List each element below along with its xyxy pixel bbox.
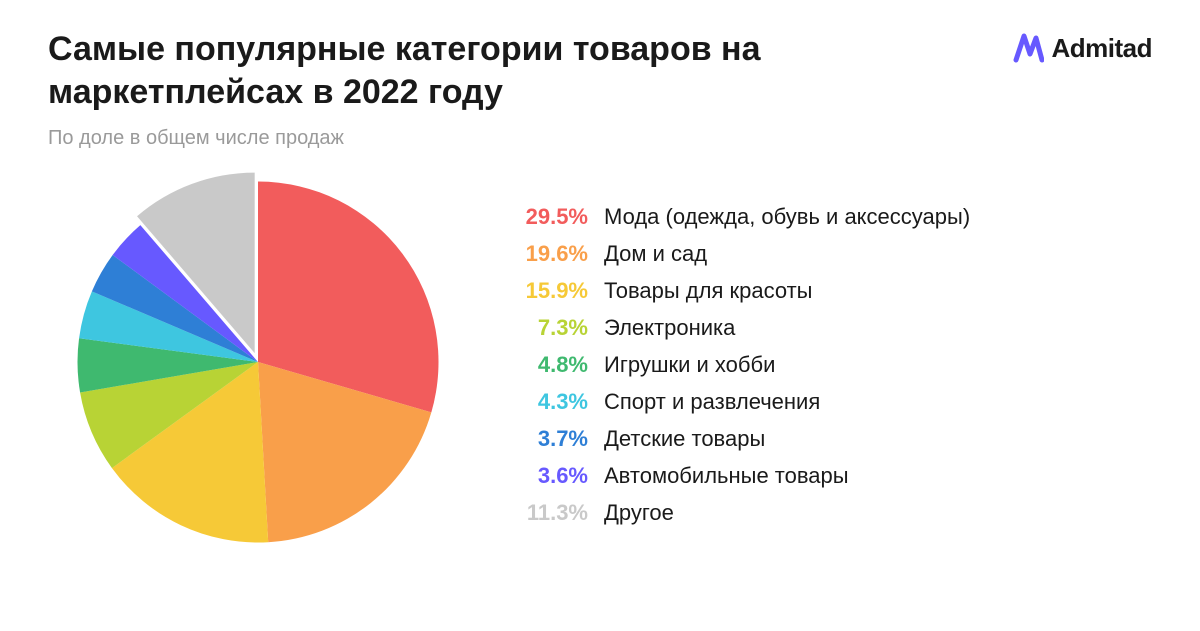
- brand-name: Admitad: [1052, 33, 1153, 64]
- legend-label: Игрушки и хобби: [604, 352, 775, 378]
- legend-label: Дом и сад: [604, 241, 707, 267]
- legend-label: Мода (одежда, обувь и аксессуары): [604, 204, 970, 230]
- legend-row: 11.3% Другое: [498, 500, 970, 526]
- page-title: Самые популярные категории товаров на ма…: [48, 28, 868, 113]
- legend-row: 3.6% Автомобильные товары: [498, 463, 970, 489]
- title-block: Самые популярные категории товаров на ма…: [48, 28, 868, 150]
- legend-row: 15.9% Товары для красоты: [498, 278, 970, 304]
- legend-row: 29.5% Мода (одежда, обувь и аксессуары): [498, 204, 970, 230]
- legend-label: Электроника: [604, 315, 735, 341]
- legend-percent: 11.3%: [498, 500, 588, 526]
- legend-percent: 7.3%: [498, 315, 588, 341]
- legend-percent: 3.7%: [498, 426, 588, 452]
- legend-row: 4.3% Спорт и развлечения: [498, 389, 970, 415]
- legend-label: Детские товары: [604, 426, 765, 452]
- legend-label: Товары для красоты: [604, 278, 812, 304]
- header: Самые популярные категории товаров на ма…: [48, 28, 1152, 150]
- legend-percent: 4.8%: [498, 352, 588, 378]
- pie-chart: [68, 172, 448, 552]
- legend-percent: 29.5%: [498, 204, 588, 230]
- admitad-icon: [1004, 32, 1044, 64]
- legend-label: Другое: [604, 500, 674, 526]
- legend-row: 19.6% Дом и сад: [498, 241, 970, 267]
- brand-logo: Admitad: [1004, 32, 1153, 64]
- legend: 29.5% Мода (одежда, обувь и аксессуары) 19…: [498, 204, 970, 526]
- legend-row: 3.7% Детские товары: [498, 426, 970, 452]
- page-subtitle: По доле в общем числе продаж: [48, 127, 868, 150]
- legend-label: Автомобильные товары: [604, 463, 849, 489]
- legend-percent: 3.6%: [498, 463, 588, 489]
- legend-row: 7.3% Электроника: [498, 315, 970, 341]
- legend-percent: 19.6%: [498, 241, 588, 267]
- legend-percent: 4.3%: [498, 389, 588, 415]
- legend-row: 4.8% Игрушки и хобби: [498, 352, 970, 378]
- legend-label: Спорт и развлечения: [604, 389, 820, 415]
- content-area: 29.5% Мода (одежда, обувь и аксессуары) 19…: [48, 172, 1152, 552]
- legend-percent: 15.9%: [498, 278, 588, 304]
